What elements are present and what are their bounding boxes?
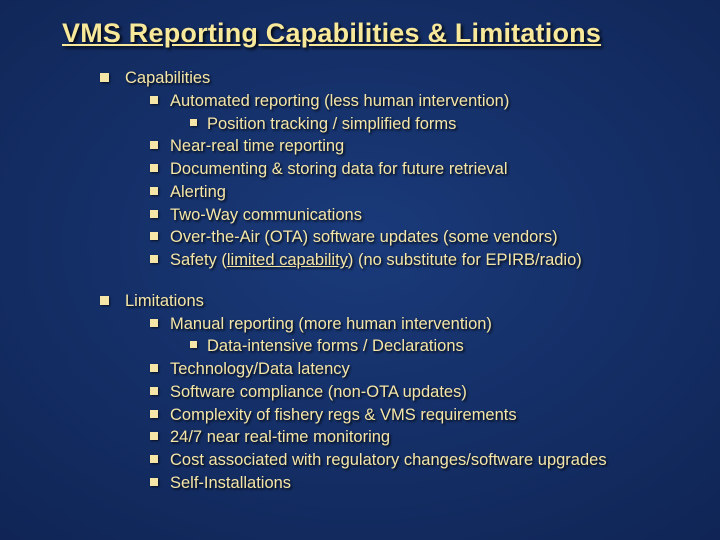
list-item-text: Alerting — [170, 181, 226, 204]
square-bullet-icon — [150, 164, 158, 172]
list-item-text: Cost associated with regulatory changes/… — [170, 449, 607, 472]
list-item: Over-the-Air (OTA) software updates (som… — [150, 226, 690, 249]
list-item-text: Self-Installations — [170, 472, 291, 495]
square-bullet-icon — [150, 232, 158, 240]
square-bullet-icon — [150, 319, 158, 327]
square-bullet-icon — [150, 455, 158, 463]
square-bullet-icon — [150, 255, 158, 263]
list-item-text: Two-Way communications — [170, 204, 362, 227]
square-bullet-icon — [150, 96, 158, 104]
slide: VMS Reporting Capabilities & Limitations… — [0, 0, 720, 515]
list-item-text: Complexity of fishery regs & VMS require… — [170, 404, 517, 427]
square-bullet-icon — [100, 296, 109, 305]
list-subitem-text: Data-intensive forms / Declarations — [207, 335, 464, 358]
square-bullet-icon — [190, 341, 197, 348]
square-bullet-icon — [190, 119, 197, 126]
square-bullet-icon — [150, 364, 158, 372]
list-subitem-text: Position tracking / simplified forms — [207, 113, 456, 136]
list-item: Documenting & storing data for future re… — [150, 158, 690, 181]
list-item-text: Documenting & storing data for future re… — [170, 158, 508, 181]
list-item-text: Manual reporting (more human interventio… — [170, 313, 492, 336]
list-item: Alerting — [150, 181, 690, 204]
square-bullet-icon — [150, 141, 158, 149]
list-item: Technology/Data latency — [150, 358, 690, 381]
slide-title: VMS Reporting Capabilities & Limitations — [62, 18, 690, 49]
square-bullet-icon — [150, 478, 158, 486]
list-item: Near-real time reporting — [150, 135, 690, 158]
list-item: Software compliance (non-OTA updates) — [150, 381, 690, 404]
list-item: Complexity of fishery regs & VMS require… — [150, 404, 690, 427]
list-subitem: Data-intensive forms / Declarations — [190, 335, 690, 358]
list-item: Safety (limited capability) (no substitu… — [150, 249, 690, 272]
square-bullet-icon — [150, 187, 158, 195]
list-item-text: Safety (limited capability) (no substitu… — [170, 249, 582, 272]
square-bullet-icon — [150, 210, 158, 218]
spacer — [40, 272, 690, 290]
list-item: 24/7 near real-time monitoring — [150, 426, 690, 449]
list-item: Manual reporting (more human interventio… — [150, 313, 690, 336]
list-item: Cost associated with regulatory changes/… — [150, 449, 690, 472]
list-item-text: Automated reporting (less human interven… — [170, 90, 509, 113]
section-heading: Capabilities — [100, 67, 690, 90]
square-bullet-icon — [150, 387, 158, 395]
square-bullet-icon — [100, 73, 109, 82]
square-bullet-icon — [150, 432, 158, 440]
list-item-text: 24/7 near real-time monitoring — [170, 426, 390, 449]
list-item: Automated reporting (less human interven… — [150, 90, 690, 113]
section-heading-text: Limitations — [125, 290, 204, 313]
section-heading-text: Capabilities — [125, 67, 210, 90]
list-item: Self-Installations — [150, 472, 690, 495]
list-item-text: Software compliance (non-OTA updates) — [170, 381, 467, 404]
list-item-text: Near-real time reporting — [170, 135, 344, 158]
list-item: Two-Way communications — [150, 204, 690, 227]
slide-body: Capabilities Automated reporting (less h… — [40, 67, 690, 495]
list-subitem: Position tracking / simplified forms — [190, 113, 690, 136]
list-item-text: Technology/Data latency — [170, 358, 350, 381]
square-bullet-icon — [150, 410, 158, 418]
list-item-text: Over-the-Air (OTA) software updates (som… — [170, 226, 558, 249]
section-heading: Limitations — [100, 290, 690, 313]
